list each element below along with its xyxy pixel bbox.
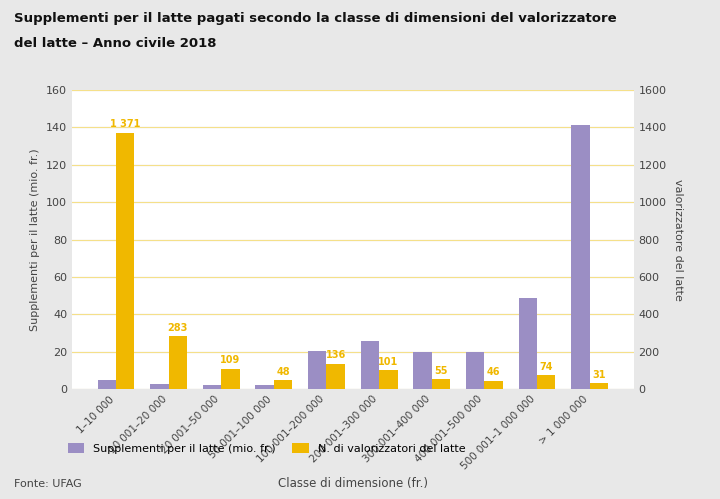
Bar [168,336,187,389]
Text: 101: 101 [378,357,398,367]
Bar [326,364,345,389]
Bar [571,125,590,389]
Text: del latte – Anno civile 2018: del latte – Anno civile 2018 [14,37,217,50]
Text: 55: 55 [434,366,448,376]
Bar [518,297,537,389]
Legend: Supplementi per il latte (mio. fr.), N. di valorizzatori del latte: Supplementi per il latte (mio. fr.), N. … [63,439,470,459]
Bar [432,379,450,389]
Bar [308,351,326,389]
Bar [537,375,555,389]
Y-axis label: valorizzatore del latte: valorizzatore del latte [673,179,683,300]
Bar [116,133,135,389]
Bar [203,385,221,389]
Bar [150,384,168,389]
Bar [361,341,379,389]
Bar [413,352,432,389]
Y-axis label: Supplementi per il latte (mio. fr.): Supplementi per il latte (mio. fr.) [30,148,40,331]
Text: 74: 74 [539,362,553,372]
Text: Fonte: UFAG: Fonte: UFAG [14,479,82,489]
Bar [221,369,240,389]
Bar [379,370,397,389]
Bar [256,385,274,389]
Text: 136: 136 [325,350,346,360]
Text: 48: 48 [276,367,290,377]
Bar [97,380,116,389]
X-axis label: Classe di dimensione (fr.): Classe di dimensione (fr.) [278,478,428,491]
Text: 31: 31 [592,370,606,380]
Bar [590,383,608,389]
Text: Supplementi per il latte pagati secondo la classe di dimensioni del valorizzator: Supplementi per il latte pagati secondo … [14,12,617,25]
Text: 1 371: 1 371 [110,119,140,129]
Bar [274,380,292,389]
Text: 109: 109 [220,355,240,365]
Bar [485,381,503,389]
Text: 283: 283 [168,323,188,333]
Bar [466,352,485,389]
Text: 46: 46 [487,367,500,377]
